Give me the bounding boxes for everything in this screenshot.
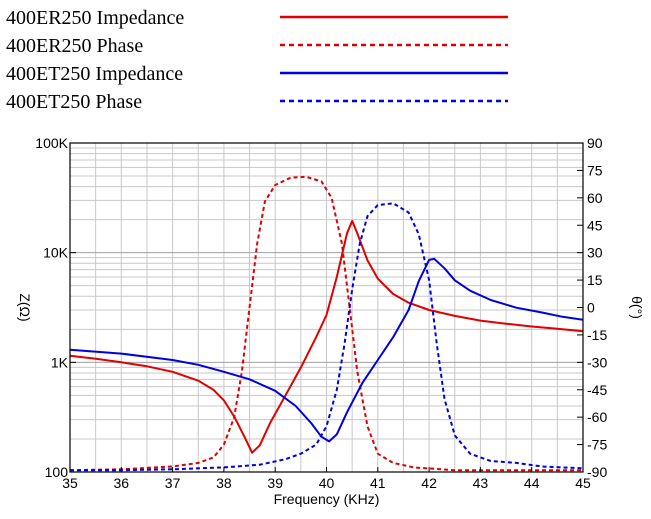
x-tick-label: 42 — [421, 475, 437, 491]
y-right-tick-label: 15 — [587, 272, 603, 288]
x-axis-title: Frequency (KHz) — [274, 491, 380, 507]
x-tick-label: 43 — [473, 475, 489, 491]
y-right-axis-title: θ(°) — [629, 296, 645, 319]
x-axis-ticks: 35 36 37 38 39 40 41 42 43 44 45 — [62, 467, 591, 491]
y-right-tick-label: -45 — [587, 382, 607, 398]
x-tick-label: 37 — [165, 475, 181, 491]
legend-label-3: 400ET250 Impedance — [6, 63, 183, 85]
x-tick-label: 41 — [370, 475, 386, 491]
legend-label-2: 400ER250 Phase — [6, 35, 143, 57]
y-right-axis-ticks: 90 75 60 45 30 15 0 -15 -30 -45 -60 -75 -90 — [577, 135, 607, 480]
y-right-tick-label: 60 — [587, 190, 603, 206]
legend: 400ER250 Impedance 400ER250 Phase 400ET250… — [6, 7, 508, 113]
y-right-tick-label: -60 — [587, 409, 607, 425]
y-right-tick-label: 30 — [587, 245, 603, 261]
y-right-tick-label: 90 — [587, 135, 603, 151]
x-tick-label: 38 — [216, 475, 232, 491]
x-tick-label: 39 — [267, 475, 283, 491]
y-left-tick-label: 10K — [43, 245, 69, 261]
y-right-tick-label: -15 — [587, 327, 607, 343]
y-left-axis-title: Z(Ω) — [17, 293, 33, 321]
legend-label-4: 400ET250 Phase — [6, 91, 142, 113]
series-line-4 — [70, 202, 584, 472]
y-right-tick-label: -30 — [587, 354, 607, 370]
x-tick-label: 40 — [319, 475, 335, 491]
y-left-tick-label: 100 — [45, 464, 69, 480]
y-left-tick-label: 1K — [51, 354, 69, 370]
series-line-2 — [69, 175, 583, 472]
y-left-axis-ticks: 100 1K 10K 100K — [35, 135, 76, 480]
y-left-tick-label: 100K — [35, 135, 68, 151]
y-right-tick-label: 45 — [587, 217, 603, 233]
y-right-tick-label: 75 — [587, 162, 603, 178]
y-right-tick-label: 0 — [587, 300, 595, 316]
chart-grid — [69, 143, 584, 472]
chart-series — [69, 175, 584, 472]
series-line-3 — [69, 257, 584, 443]
y-right-tick-label: -90 — [587, 464, 607, 480]
x-tick-label: 36 — [114, 475, 130, 491]
x-tick-label: 44 — [524, 475, 540, 491]
y-right-tick-label: -75 — [587, 437, 607, 453]
x-tick-label: 35 — [62, 475, 78, 491]
x-tick-label: 45 — [575, 475, 591, 491]
series-line-1 — [69, 219, 584, 454]
legend-label-1: 400ER250 Impedance — [6, 7, 184, 29]
